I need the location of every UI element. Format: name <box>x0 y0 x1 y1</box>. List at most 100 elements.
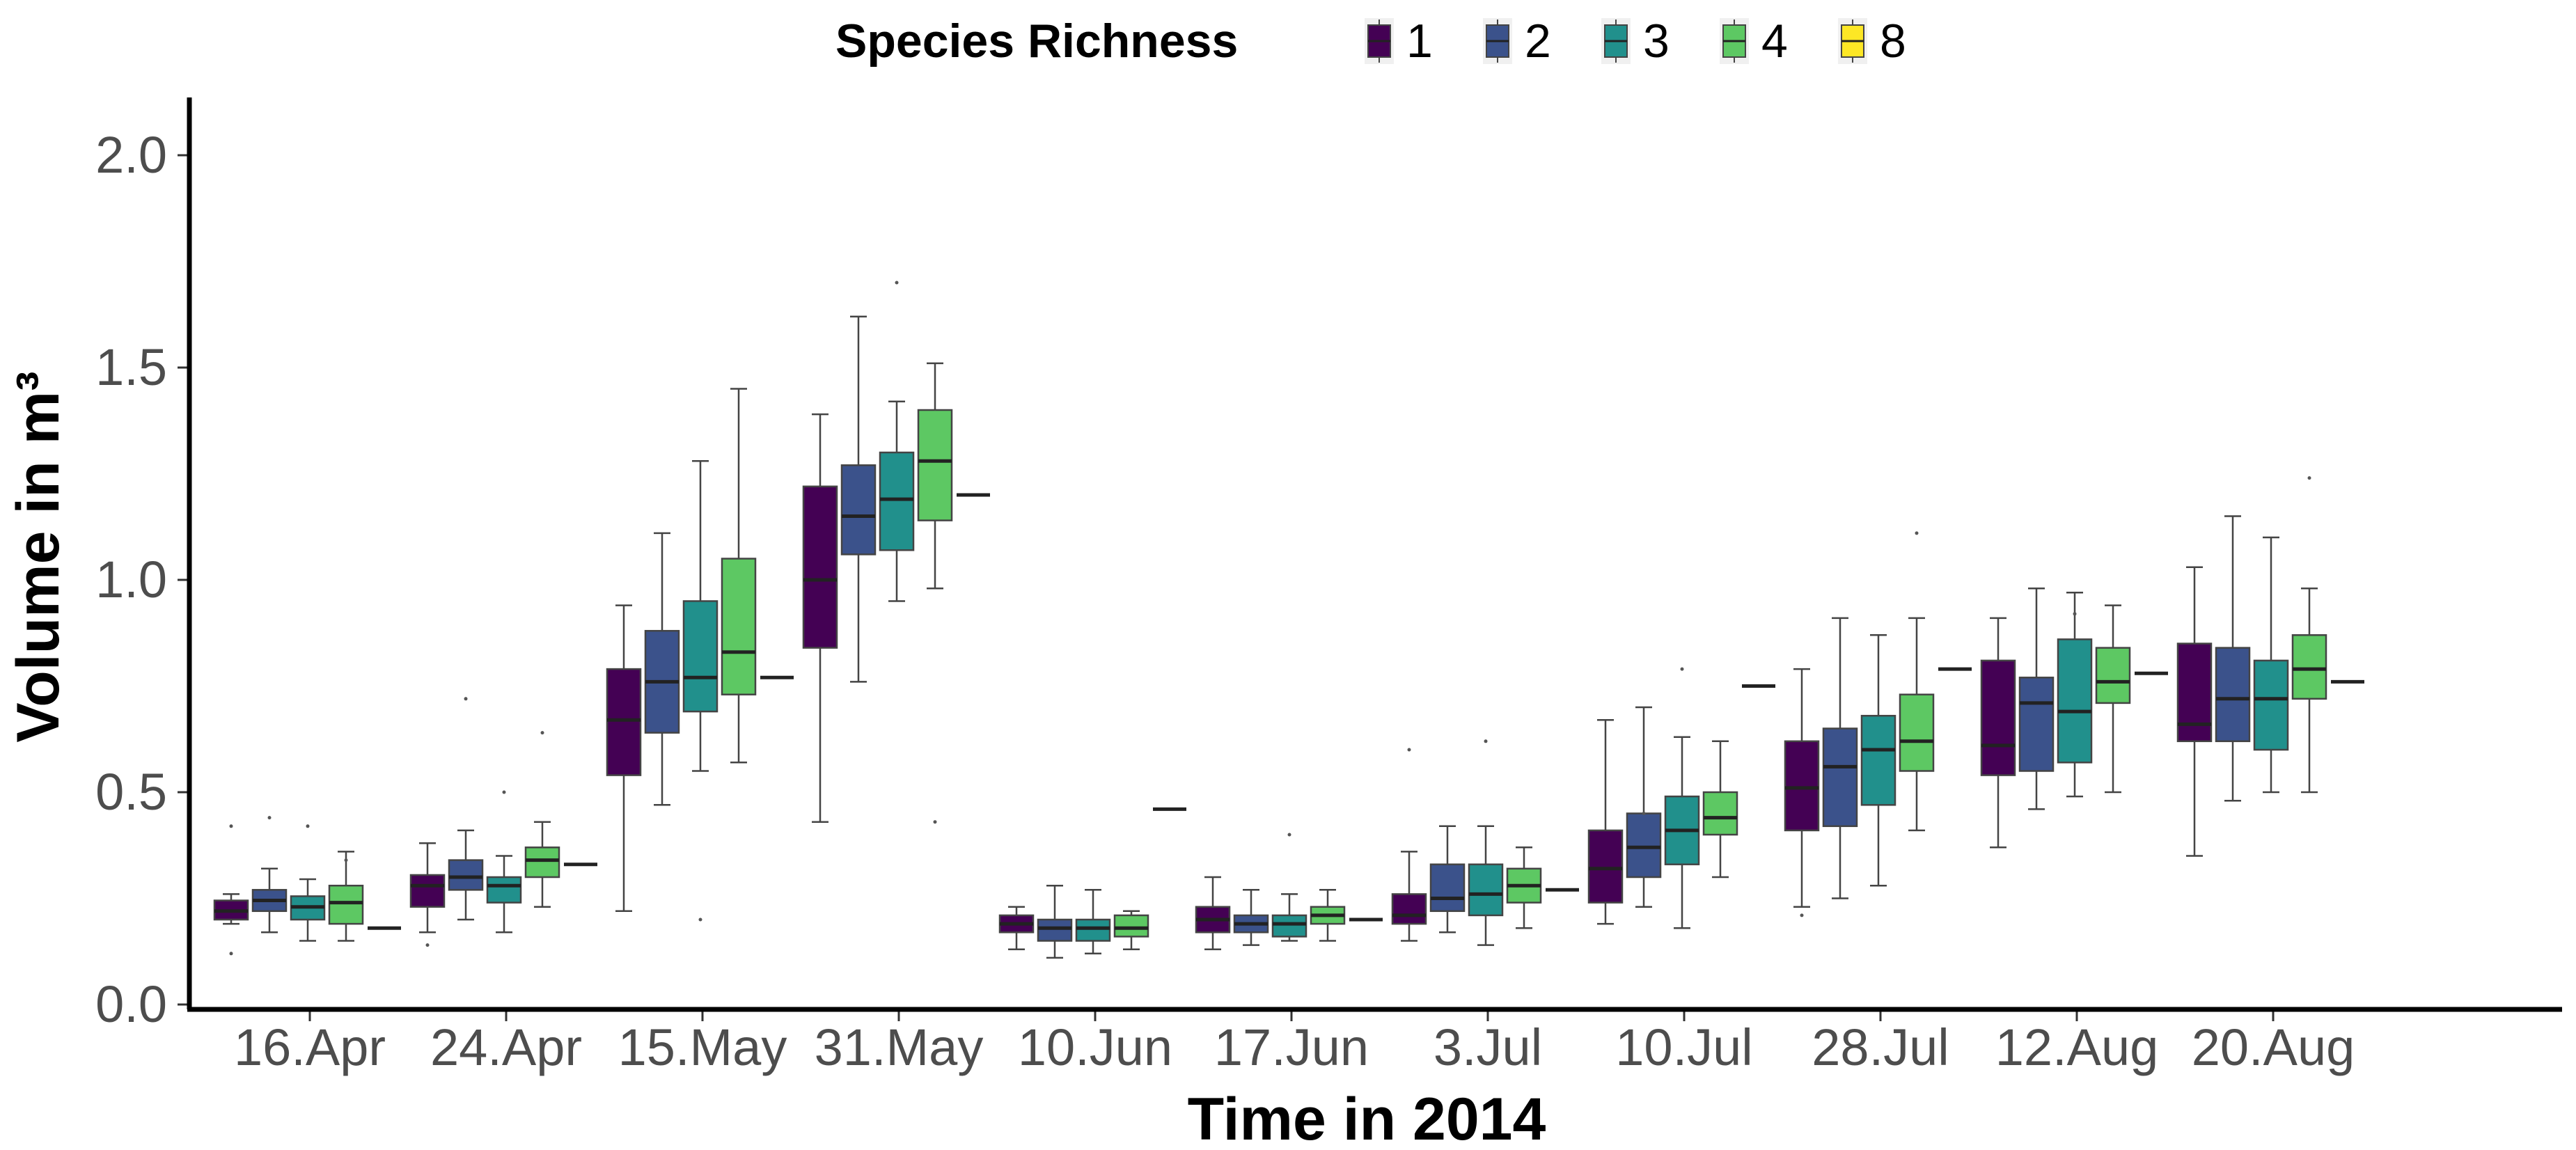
box-body <box>2057 638 2093 764</box>
legend-item: 8 <box>1838 15 1906 68</box>
outlier-point <box>1915 531 1919 535</box>
box-body <box>2291 634 2327 700</box>
y-tick-label: 0.5 <box>95 763 167 821</box>
outlier-point <box>425 943 430 947</box>
legend-item: 4 <box>1720 15 1788 68</box>
box-body <box>2018 677 2055 772</box>
box-group <box>606 388 794 922</box>
box-group <box>1391 739 1579 946</box>
x-tick-label: 28.Jul <box>1812 1018 1949 1076</box>
legend-label: 2 <box>1525 15 1551 68</box>
y-tick-label: 0.0 <box>95 975 167 1033</box>
box-body <box>1429 863 1466 913</box>
box-body <box>802 485 838 649</box>
x-tick-label: 31.May <box>815 1018 984 1076</box>
y-tick-label: 1.0 <box>95 551 167 608</box>
box-body <box>1626 812 1662 879</box>
box-body <box>1271 914 1307 938</box>
box-body <box>1468 863 1504 917</box>
x-axis-ticks: 16.Apr 24.Apr 15.May 31.May 10.Jun 17.Jun 3.Ju… <box>234 1009 2355 1076</box>
x-tick-label: 3.Jul <box>1434 1018 1542 1076</box>
box-body <box>448 859 484 891</box>
box-group <box>2176 476 2364 857</box>
box-group <box>409 697 597 947</box>
outlier-point <box>1407 748 1411 752</box>
x-tick-label: 16.Apr <box>234 1018 386 1076</box>
legend-item: 3 <box>1601 15 1670 68</box>
box-body <box>682 600 718 713</box>
box-group <box>998 807 1186 959</box>
box-body <box>486 876 522 904</box>
outlier-point <box>1287 833 1291 837</box>
x-tick-label: 15.May <box>618 1018 787 1076</box>
legend-item: 2 <box>1483 15 1551 68</box>
outlier-point <box>933 820 937 824</box>
y-tick-label: 1.5 <box>95 338 167 396</box>
outlier-point <box>1680 667 1684 671</box>
legend-item: 1 <box>1365 15 1433 68</box>
outlier-point <box>344 858 348 863</box>
box-body <box>2215 647 2251 743</box>
x-tick-label: 24.Apr <box>430 1018 582 1076</box>
x-tick-label: 10.Jul <box>1615 1018 1752 1076</box>
box-body <box>2176 643 2213 743</box>
outlier-point <box>698 917 702 922</box>
box-body <box>1587 829 1624 904</box>
x-tick-label: 10.Jun <box>1018 1018 1172 1076</box>
box-body <box>879 451 915 551</box>
x-tick-label: 20.Aug <box>2192 1018 2355 1076</box>
y-axis-title: Volume in m³ <box>5 371 72 743</box>
box-body <box>328 884 364 925</box>
box-body <box>606 668 642 776</box>
x-axis-title: Time in 2014 <box>1188 1086 1546 1150</box>
box-body <box>1899 693 1935 772</box>
outlier-point <box>464 697 468 701</box>
outlier-point <box>306 824 310 828</box>
box-body <box>917 409 953 521</box>
box-group <box>802 281 990 824</box>
outlier-point <box>502 790 506 794</box>
box-body <box>1784 740 1820 832</box>
box-body <box>2095 647 2131 704</box>
outlier-point <box>267 816 272 820</box>
outlier-point <box>1800 913 1804 917</box>
x-tick-label: 12.Aug <box>1995 1018 2159 1076</box>
box-body <box>1702 791 1738 836</box>
outlier-point <box>229 952 233 956</box>
outlier-point <box>540 731 544 735</box>
box-body <box>721 558 757 695</box>
legend-title: Species Richness <box>835 15 1238 68</box>
box-group <box>213 816 401 956</box>
x-tick-label: 17.Jun <box>1214 1018 1369 1076</box>
box-layer <box>213 281 2364 959</box>
legend: Species Richness 1 2 3 4 8 <box>835 15 1906 68</box>
outlier-point <box>229 824 233 828</box>
box-body <box>409 874 446 908</box>
box-body <box>1037 918 1073 942</box>
box-group <box>1784 531 1972 917</box>
box-body <box>2253 659 2289 751</box>
box-body <box>1113 914 1149 938</box>
legend-label: 4 <box>1761 15 1788 68</box>
legend-label: 3 <box>1643 15 1670 68</box>
box-body <box>1075 918 1111 942</box>
box-group <box>1195 833 1383 950</box>
outlier-point <box>895 281 899 285</box>
outlier-point <box>1484 739 1488 743</box>
legend-label: 1 <box>1406 15 1433 68</box>
legend-entries: 1 2 3 4 8 <box>1365 15 1906 68</box>
box-body <box>1860 714 1896 806</box>
box-body <box>1822 727 1858 828</box>
outlier-point <box>2073 612 2077 616</box>
box-group <box>1587 667 1775 929</box>
y-tick-label: 2.0 <box>95 126 167 184</box>
y-axis-ticks: 0.0 0.5 1.0 1.5 2.0 <box>95 126 189 1033</box>
box-group <box>1980 587 2168 849</box>
box-body <box>524 846 560 879</box>
box-body <box>1980 659 2016 776</box>
box-body <box>840 464 877 556</box>
legend-label: 8 <box>1880 15 1906 68</box>
box-body <box>1391 893 1427 925</box>
outlier-point <box>2307 476 2311 480</box>
